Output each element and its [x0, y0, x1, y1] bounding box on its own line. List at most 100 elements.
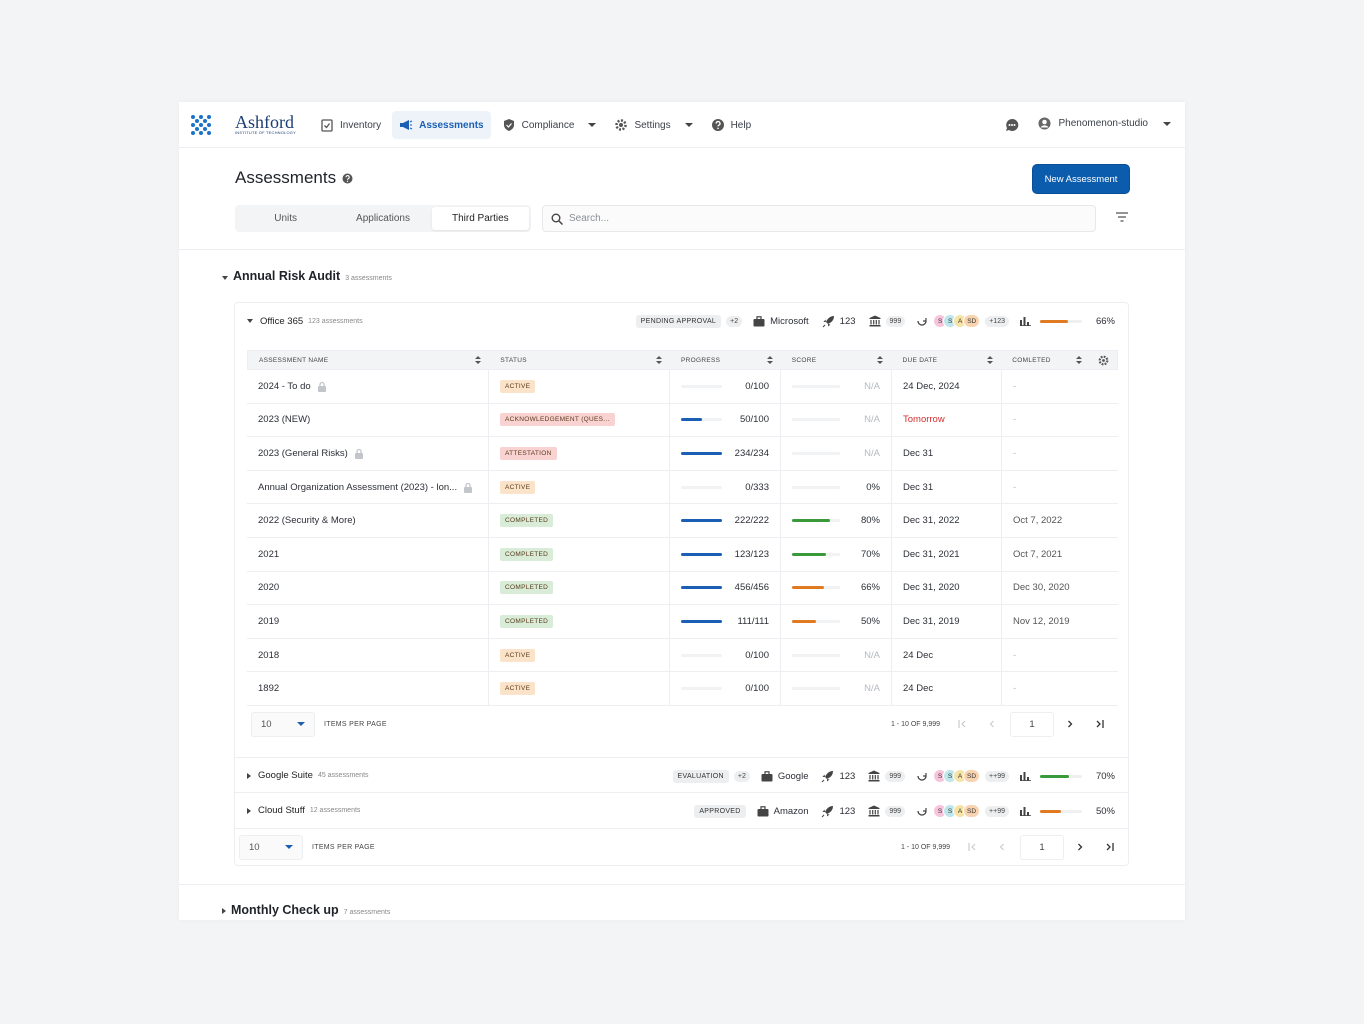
progress-track: [681, 451, 722, 455]
progress-label: 0/333: [745, 481, 769, 493]
table-row[interactable]: 2024 - To do ACTIVE 0/100 N/A 24 Dec, 2024 -: [247, 370, 1118, 404]
column-header[interactable]: ASSESSMENT NAME: [248, 351, 489, 369]
vendor-list: Office 365 123 assessments PENDING APPROVA…: [234, 302, 1129, 866]
tab[interactable]: Third Parties: [431, 207, 529, 230]
per-page-select[interactable]: 10: [251, 711, 315, 737]
refresh-icon: [916, 315, 928, 327]
avatar: SD: [963, 314, 981, 328]
assessment-name: 2018: [258, 649, 280, 661]
assessments-table: ASSESSMENT NAME STATUS PROGRESS SCORE DUE DA…: [247, 350, 1118, 743]
refresh-icon: [916, 805, 928, 817]
nav-item[interactable]: Inventory: [313, 111, 388, 139]
settings-icon[interactable]: [1098, 355, 1109, 366]
progress-cell: 456/456: [670, 571, 781, 605]
column-header[interactable]: SCORE: [781, 351, 892, 369]
nav-item[interactable]: Help: [704, 111, 759, 139]
last-page[interactable]: [1096, 720, 1104, 729]
divider: [179, 884, 1185, 885]
due-cell: 24 Dec: [892, 638, 1002, 672]
status-cell: ACKNOWLEDGEMENT (QUES...: [489, 403, 670, 437]
column-header[interactable]: PROGRESS: [670, 351, 781, 369]
table-row[interactable]: 2021 COMPLETED 123/123 70% Dec 31, 2021 Oct 7…: [247, 537, 1118, 572]
table-row[interactable]: 2019 COMPLETED 111/111 50% Dec 31, 2019 Nov 1…: [247, 605, 1118, 639]
nav-item[interactable]: Settings: [607, 111, 699, 139]
tab[interactable]: Applications: [356, 213, 410, 224]
group-header[interactable]: Monthly Check up 7 assessments: [222, 903, 390, 917]
score-track: [792, 384, 840, 388]
help-icon[interactable]: [342, 173, 353, 184]
next-page[interactable]: [1066, 720, 1074, 728]
assessment-name: 2023 (NEW): [258, 414, 311, 426]
vendor-row[interactable]: Google Suite 45 assessments EVALUATION +2 Go…: [235, 757, 1128, 793]
due-cell: Dec 31: [892, 470, 1002, 504]
progress-track: [681, 418, 722, 422]
first-page[interactable]: [958, 720, 966, 729]
progress-label: 0/100: [745, 683, 769, 695]
completed-date: Oct 7, 2022: [1013, 515, 1063, 527]
tab[interactable]: Units: [274, 213, 298, 224]
due-date: Tomorrow: [903, 414, 945, 426]
score-track: [792, 485, 840, 489]
progress-fill: [681, 451, 722, 455]
completed-cell: Dec 30, 2020: [1002, 572, 1118, 605]
sort-icon: [1076, 356, 1082, 364]
brand[interactable]: Ashford INSTITUTE OF TECHNOLOGY: [235, 113, 296, 135]
column-label: DUE DATE: [902, 356, 938, 364]
vendor-meta: PENDING APPROVAL +2 Microsoft 123 999 S S A SD +1…: [635, 303, 1115, 339]
score-label: 66%: [860, 582, 880, 594]
next-page[interactable]: [1076, 843, 1084, 851]
vendor-row[interactable]: Cloud Stuff 12 assessments APPROVED Amazon 1…: [235, 792, 1128, 828]
due-date: Dec 31, 2021: [903, 548, 960, 560]
company: Microsoft: [770, 315, 809, 327]
progress-fill: [681, 586, 722, 590]
score-track: [792, 653, 840, 657]
first-page[interactable]: [968, 843, 976, 851]
table-row[interactable]: 2020 COMPLETED 456/456 66% Dec 31, 2020 Dec 3…: [247, 571, 1118, 606]
chart-icon: [1020, 316, 1031, 326]
page-input[interactable]: 1: [1020, 834, 1064, 860]
table-row[interactable]: Annual Organization Assessment (2023) - …: [247, 470, 1118, 505]
pagination: 10 ITEMS PER PAGE 1 - 10 OF 9,999 1: [247, 706, 1118, 743]
chat-icon[interactable]: [1005, 118, 1019, 132]
per-page-select[interactable]: 10: [239, 834, 303, 860]
new-assessment-button[interactable]: New Assessment: [1033, 165, 1129, 193]
prev-page[interactable]: [998, 843, 1006, 851]
nav-item[interactable]: Assessments: [392, 111, 491, 139]
vendor-name: Google Suite: [258, 770, 313, 781]
search-box[interactable]: Search...: [542, 205, 1096, 232]
group-header[interactable]: Annual Risk Audit 3 assessments: [222, 269, 392, 283]
prev-page[interactable]: [988, 720, 996, 728]
vendor-row[interactable]: Office 365 123 assessments PENDING APPROVA…: [235, 303, 1128, 339]
score-cell: 50%: [781, 605, 892, 638]
page-input[interactable]: 1: [1010, 711, 1054, 737]
table-row[interactable]: 2023 (General Risks) ATTESTATION 234/234 N/…: [247, 437, 1118, 471]
filter-icon[interactable]: [1116, 212, 1128, 222]
title-text: Assessments: [235, 168, 337, 187]
completed-date: -: [1013, 380, 1017, 392]
due-cell: Dec 31, 2019: [892, 605, 1002, 638]
sort-icon: [987, 356, 994, 364]
column-header[interactable]: STATUS: [489, 351, 670, 369]
progress-cell: 123/123: [670, 537, 781, 571]
bank-count: 999: [885, 805, 906, 817]
table-row[interactable]: 1892 ACTIVE 0/100 N/A 24 Dec -: [247, 672, 1118, 706]
lock-icon: [317, 381, 327, 392]
table-row[interactable]: 2023 (NEW) ACKNOWLEDGEMENT (QUES... 50/100…: [247, 403, 1118, 438]
last-page[interactable]: [1106, 843, 1114, 851]
rocket-icon: [822, 315, 835, 328]
group-title: Annual Risk Audit: [233, 269, 341, 283]
score-fill: [792, 586, 824, 590]
avatar-extra: ++99: [985, 805, 1009, 817]
nav-icon: [320, 118, 334, 132]
score-track: [792, 586, 840, 590]
completed-date: Nov 12, 2019: [1013, 615, 1070, 627]
nav-item[interactable]: Compliance: [495, 111, 604, 139]
column-header[interactable]: COMLETED: [1001, 351, 1117, 369]
table-row[interactable]: 2022 (Security & More) COMPLETED 222/222 80…: [247, 504, 1118, 538]
status-extra: +2: [726, 315, 743, 327]
pagination: 10 ITEMS PER PAGE 1 - 10 OF 9,999 1: [235, 828, 1128, 865]
table-row[interactable]: 2018 ACTIVE 0/100 N/A 24 Dec -: [247, 638, 1118, 673]
due-cell: Dec 31, 2020: [892, 571, 1002, 605]
column-header[interactable]: DUE DATE: [891, 351, 1001, 369]
user-menu[interactable]: Phenomenon-studio: [1038, 117, 1171, 130]
